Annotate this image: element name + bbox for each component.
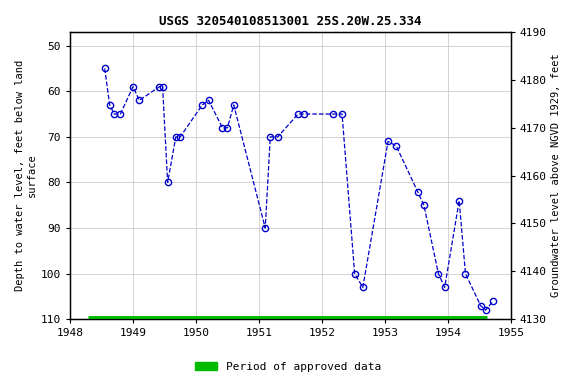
Legend: Period of approved data: Period of approved data — [191, 358, 385, 377]
Y-axis label: Groundwater level above NGVD 1929, feet: Groundwater level above NGVD 1929, feet — [551, 54, 561, 298]
Title: USGS 320540108513001 25S.20W.25.334: USGS 320540108513001 25S.20W.25.334 — [159, 15, 422, 28]
Y-axis label: Depth to water level, feet below land
surface: Depth to water level, feet below land su… — [15, 60, 37, 291]
